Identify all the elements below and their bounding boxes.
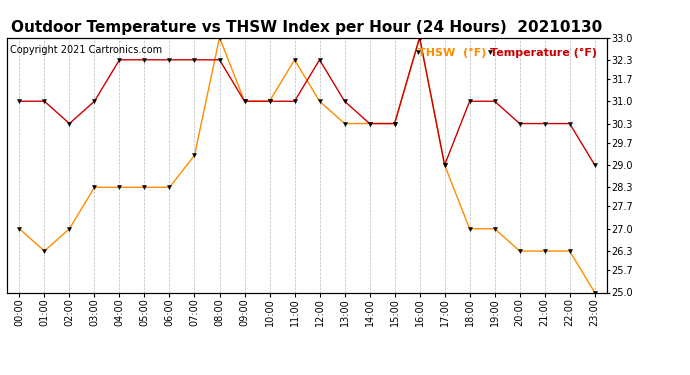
Temperature (°F)	[266, 99, 274, 104]
Temperature (°F)	[290, 99, 299, 104]
THSW  (°F)	[591, 290, 599, 295]
Temperature (°F)	[466, 99, 474, 104]
Temperature (°F)	[240, 99, 248, 104]
Temperature (°F)	[440, 163, 449, 167]
Temperature (°F)	[491, 99, 499, 104]
Temperature (°F)	[315, 57, 324, 62]
Temperature (°F)	[66, 122, 74, 126]
THSW  (°F)	[66, 226, 74, 231]
THSW  (°F)	[290, 57, 299, 62]
THSW  (°F)	[266, 99, 274, 104]
Temperature (°F)	[140, 57, 148, 62]
THSW  (°F)	[366, 122, 374, 126]
THSW  (°F)	[540, 249, 549, 254]
Line: Temperature (°F): Temperature (°F)	[17, 35, 597, 167]
THSW  (°F)	[515, 249, 524, 254]
THSW  (°F)	[315, 99, 324, 104]
Temperature (°F)	[190, 57, 199, 62]
THSW  (°F)	[566, 249, 574, 254]
Temperature (°F)	[366, 122, 374, 126]
THSW  (°F)	[491, 226, 499, 231]
THSW  (°F)	[466, 226, 474, 231]
THSW  (°F)	[240, 99, 248, 104]
Text: Copyright 2021 Cartronics.com: Copyright 2021 Cartronics.com	[10, 45, 162, 55]
THSW  (°F)	[90, 185, 99, 190]
Temperature (°F)	[215, 57, 224, 62]
THSW  (°F)	[340, 122, 348, 126]
Temperature (°F)	[515, 122, 524, 126]
THSW  (°F)	[415, 35, 424, 40]
Line: THSW  (°F): THSW (°F)	[17, 35, 597, 295]
Temperature (°F)	[40, 99, 48, 104]
THSW  (°F)	[190, 153, 199, 158]
Temperature (°F)	[340, 99, 348, 104]
Temperature (°F)	[540, 122, 549, 126]
THSW  (°F)	[140, 185, 148, 190]
THSW  (°F)	[166, 185, 174, 190]
Temperature (°F)	[415, 35, 424, 40]
THSW  (°F)	[440, 163, 449, 167]
Temperature (°F)	[591, 163, 599, 167]
THSW  (°F)	[15, 226, 23, 231]
Temperature (°F)	[566, 122, 574, 126]
THSW  (°F)	[215, 35, 224, 40]
Temperature (°F)	[15, 99, 23, 104]
Temperature (°F)	[391, 122, 399, 126]
Temperature (°F)	[90, 99, 99, 104]
THSW  (°F)	[115, 185, 124, 190]
Temperature (°F)	[115, 57, 124, 62]
Legend: THSW  (°F), Temperature (°F): THSW (°F), Temperature (°F)	[414, 43, 602, 62]
Temperature (°F)	[166, 57, 174, 62]
THSW  (°F)	[40, 249, 48, 254]
Title: Outdoor Temperature vs THSW Index per Hour (24 Hours)  20210130: Outdoor Temperature vs THSW Index per Ho…	[12, 20, 602, 35]
THSW  (°F)	[391, 122, 399, 126]
